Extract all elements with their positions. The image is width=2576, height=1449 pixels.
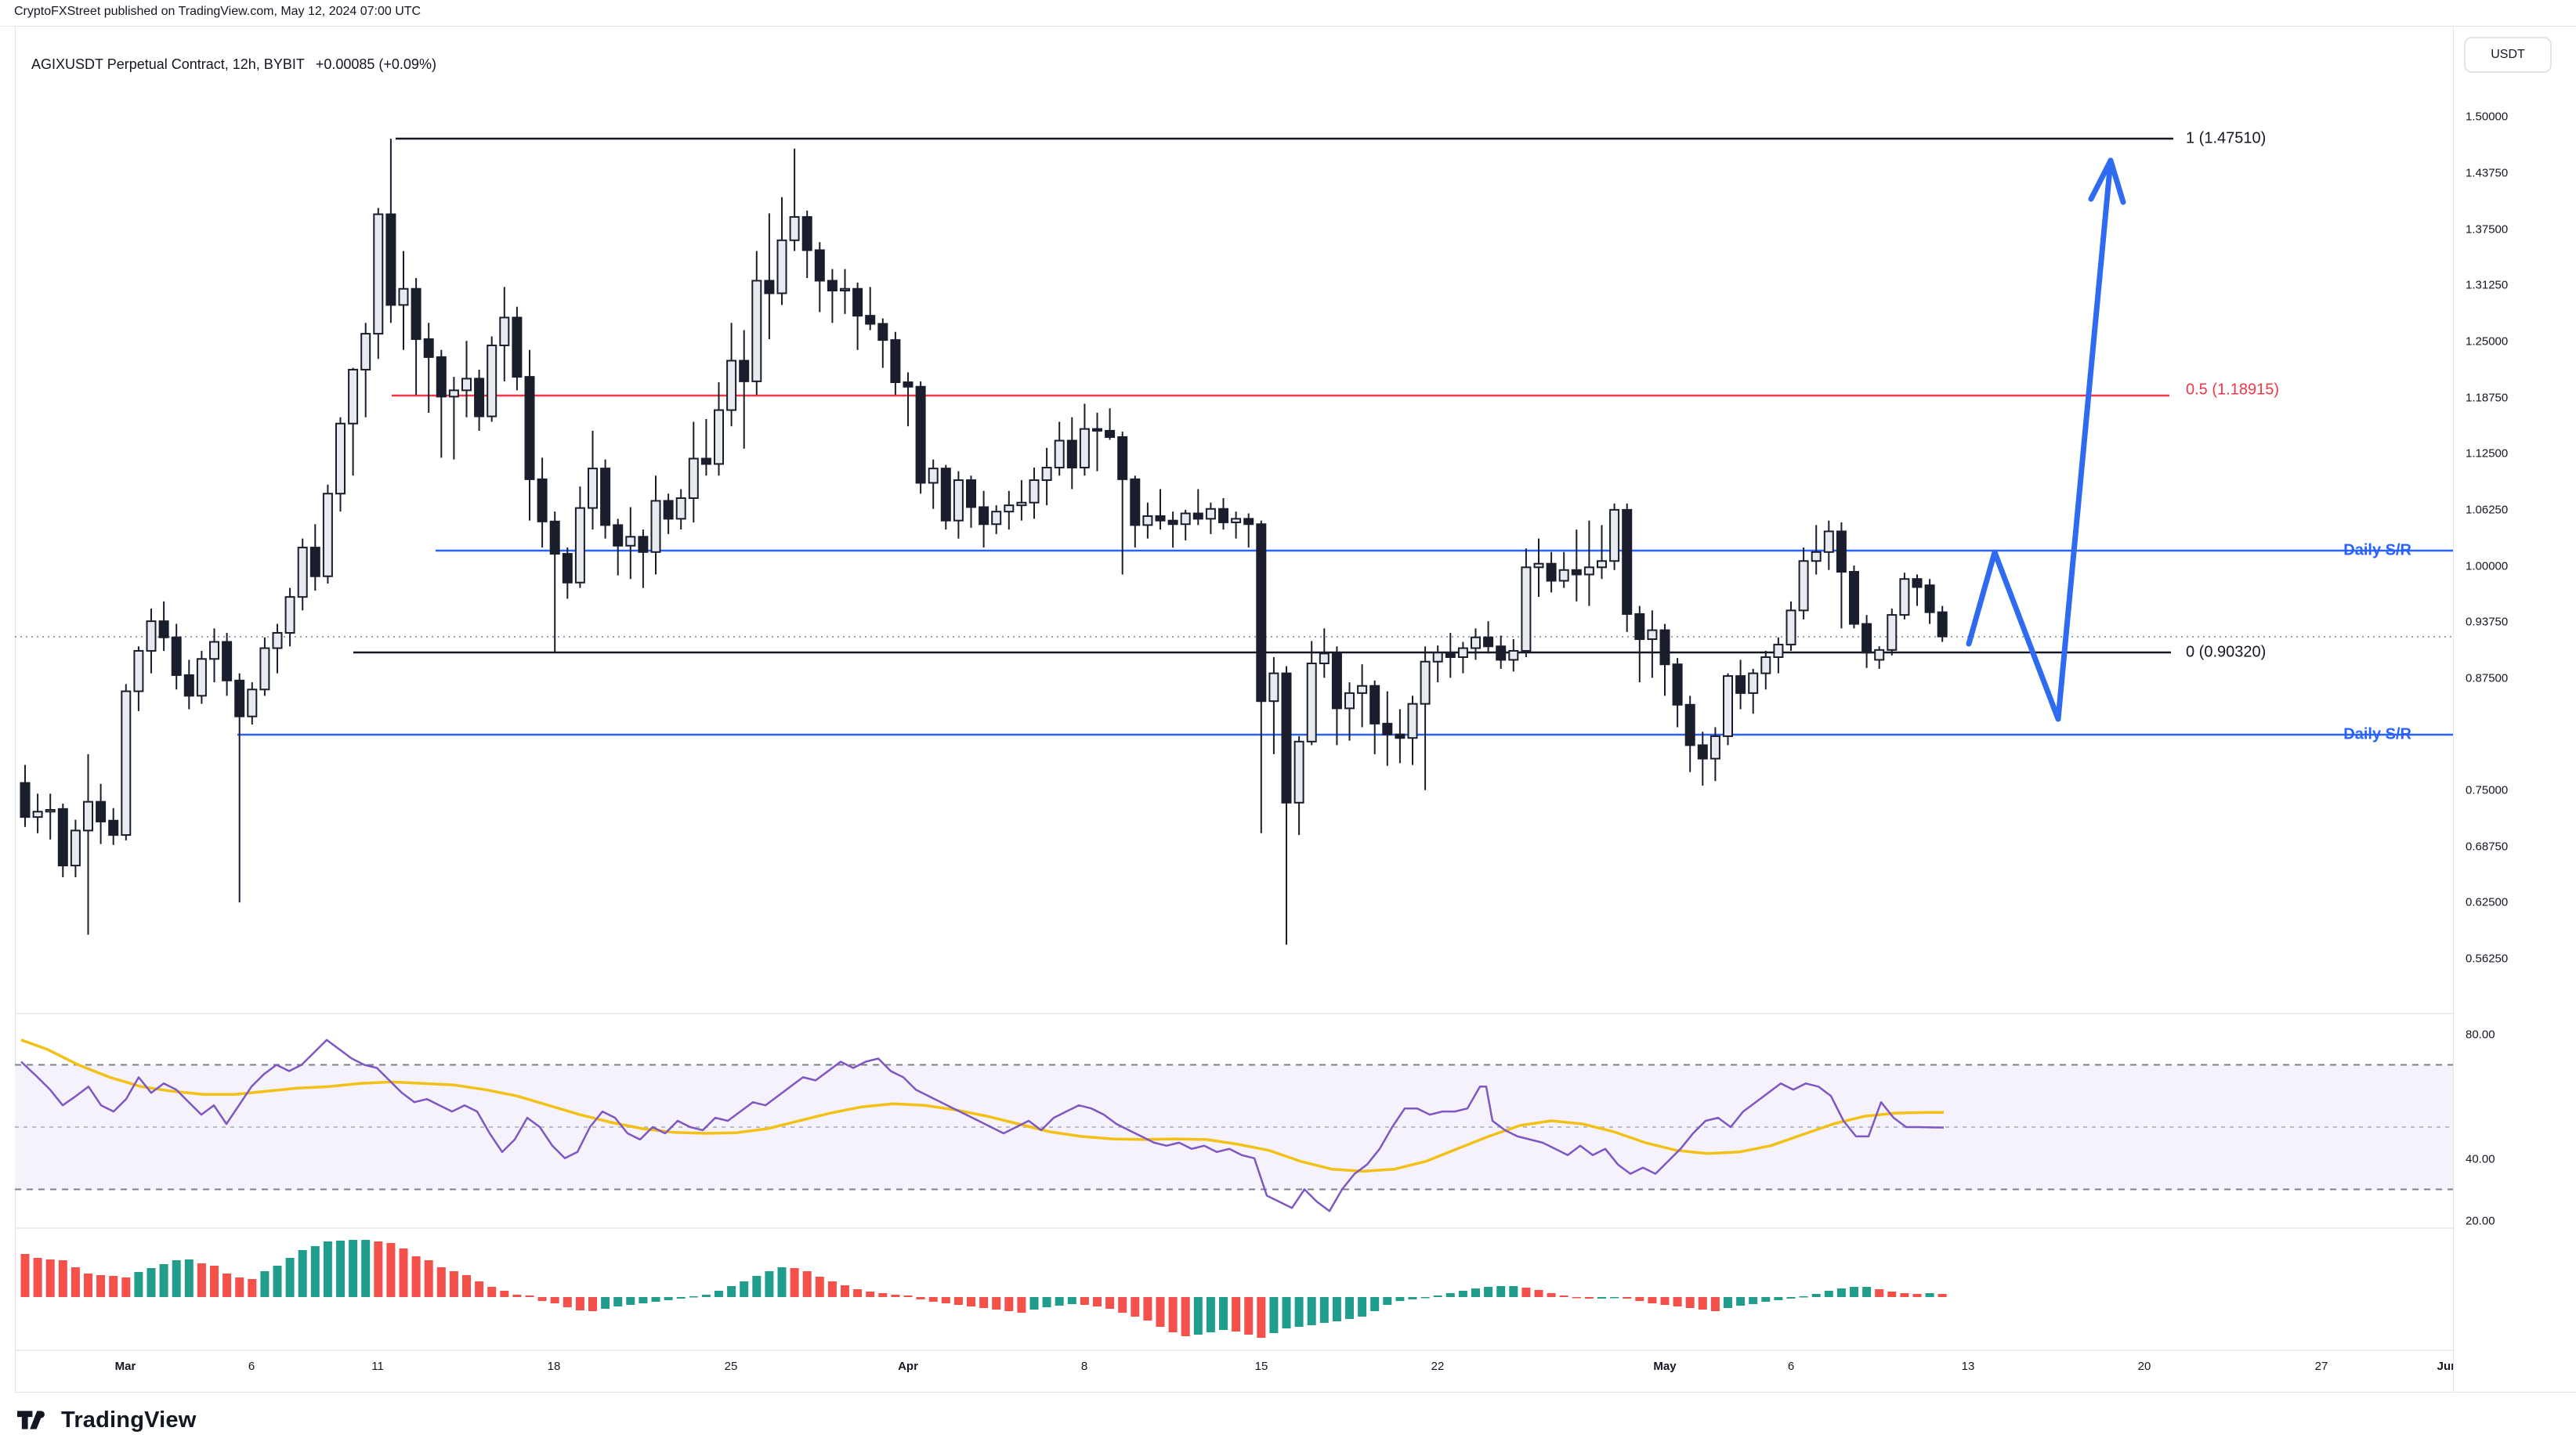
price-axis-label: 1.00000 [2466,559,2509,573]
rsi-axis-label: 40.00 [2466,1152,2495,1166]
price-axis-label: 1.50000 [2466,110,2509,124]
price-axis-label: 1.06250 [2466,503,2509,517]
price-axis-label: 1.43750 [2466,166,2509,180]
symbol-title-row[interactable]: AGIXUSDT Perpetual Contract, 12h, BYBIT +… [31,56,436,73]
price-axis-label: 0.93750 [2466,615,2509,629]
symbol-title: AGIXUSDT Perpetual Contract, 12h, BYBIT [31,56,305,72]
price-axis-label: 1.31250 [2466,278,2509,292]
price-axis-label: 0.56250 [2466,952,2509,966]
price-axis-label: 0.68750 [2466,840,2509,854]
symbol-change: +0.00085 (+0.09%) [315,56,436,72]
price-axis-label: 1.18750 [2466,391,2509,405]
rsi-ma-line [20,1039,1945,1173]
tradingview-logo[interactable]: TradingView [17,1404,197,1436]
projection-arrow-head [2107,157,2126,205]
rsi-axis-label: 20.00 [2466,1214,2495,1228]
tradingview-logo-icon [17,1411,45,1429]
price-axis-label: 1.37500 [2466,222,2509,237]
attribution-text: CryptoFXStreet published on TradingView.… [14,5,421,18]
price-axis[interactable]: 1.50000 1.43750 1.37500 1.31250 1.25000 1.187… [2453,26,2576,1393]
rsi-axis-label: 80.00 [2466,1028,2495,1042]
price-axis-label: 1.25000 [2466,334,2509,349]
currency-toggle-button[interactable]: USDT [2464,37,2552,73]
price-axis-label: 0.75000 [2466,783,2509,797]
candles-series [20,139,1948,945]
projection-arrow [1966,157,2114,722]
projection-arrow-head [2088,157,2114,202]
price-axis-label: 0.62500 [2466,895,2509,909]
tradingview-logo-text: TradingView [61,1407,197,1433]
price-axis-label: 0.87500 [2466,671,2509,685]
price-axis-label: 1.12500 [2466,446,2509,461]
macd-histogram [20,1240,1947,1338]
rsi-line [20,1039,1945,1212]
